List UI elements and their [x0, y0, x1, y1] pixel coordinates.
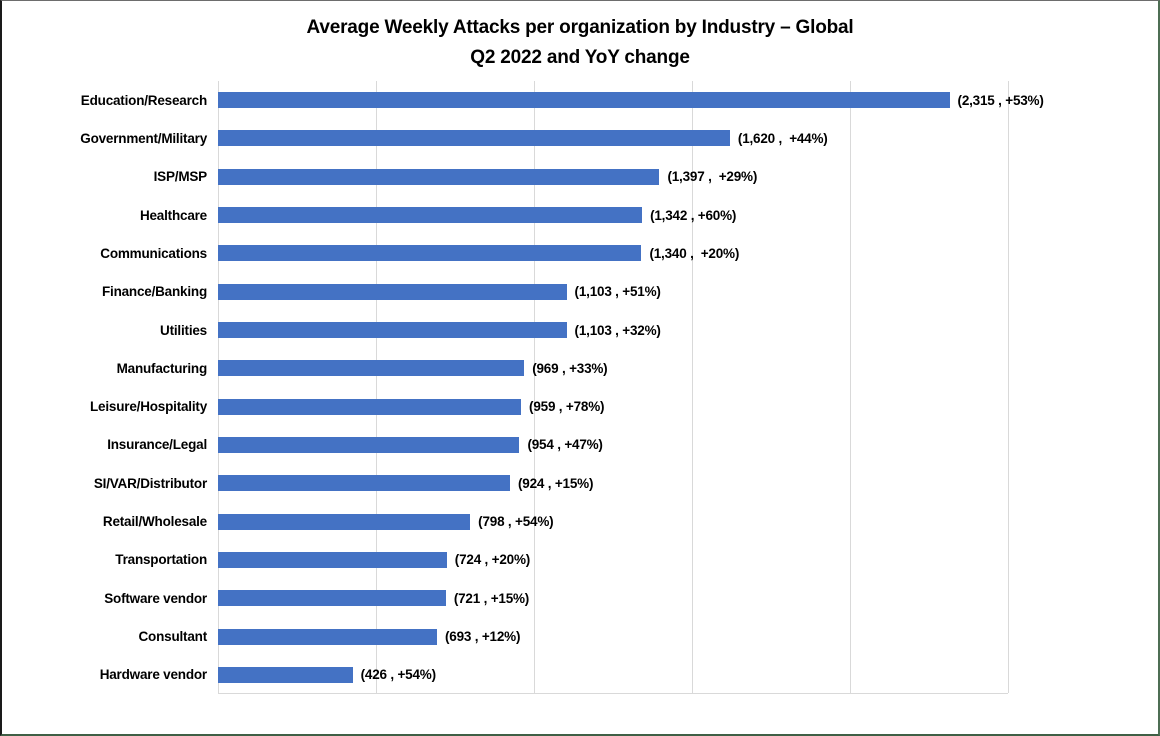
category-label: Manufacturing: [116, 360, 208, 376]
category-label: Insurance/Legal: [107, 437, 207, 453]
bar: [218, 92, 950, 109]
data-label: (798 , +54%): [478, 514, 554, 530]
category-label: Education/Research: [80, 92, 207, 108]
category-label: Communications: [100, 245, 207, 261]
bar: [218, 513, 471, 530]
bar: [218, 551, 447, 568]
data-label: (1,342 , +60%): [650, 207, 737, 223]
bar: [218, 322, 567, 339]
category-label: Hardware vendor: [99, 667, 207, 683]
bar: [218, 168, 660, 185]
data-label: (954 , +47%): [527, 437, 603, 453]
bar: [218, 666, 353, 683]
bar: [218, 283, 567, 300]
chart-title-line2: Q2 2022 and YoY change: [470, 47, 690, 68]
category-label: Leisure/Hospitality: [90, 399, 207, 415]
gridline: [218, 81, 219, 693]
data-label: (724 , +20%): [454, 552, 531, 568]
data-label: (969 , +33%): [532, 360, 608, 376]
data-label: (924 , +15%): [517, 475, 594, 491]
chart-title-line1: Average Weekly Attacks per organization …: [306, 17, 854, 38]
category-label: Software vendor: [104, 590, 207, 606]
bar: [218, 436, 520, 453]
category-label: Finance/Banking: [101, 284, 207, 300]
plot-area: (2,315 , +53%) (1,620 , +44%) (1,397 , +29…: [218, 81, 1044, 694]
gridline: [376, 81, 377, 693]
category-label: Transportation: [115, 552, 207, 568]
data-label: (1,397 , +29%): [667, 169, 758, 185]
category-label: Retail/Wholesale: [102, 514, 207, 530]
data-label: (1,103 , +51%): [574, 284, 661, 300]
bar: [218, 628, 437, 645]
category-label: Utilities: [160, 322, 207, 338]
chart-title: Average Weekly Attacks per organization …: [2, 13, 1158, 73]
category-axis: Education/Research Government/Military ISP…: [2, 81, 207, 694]
bar: [218, 245, 642, 262]
category-label: Healthcare: [139, 207, 207, 223]
bar: [218, 360, 525, 377]
data-label: (1,340 , +20%): [649, 245, 740, 261]
gridline: [692, 81, 693, 693]
category-label: ISP/MSP: [153, 169, 208, 185]
bar: [218, 207, 643, 224]
data-label: (721 , +15%): [453, 590, 530, 606]
gridline: [850, 81, 851, 693]
category-label: Government/Military: [80, 130, 207, 146]
data-label: (2,315 , +53%): [957, 92, 1044, 108]
bar: [218, 590, 446, 607]
category-label: Consultant: [138, 629, 208, 645]
bar: [218, 475, 510, 492]
gridline: [1008, 81, 1009, 693]
data-label: (959 , +78%): [529, 399, 605, 415]
data-label: (693 , +12%): [444, 629, 521, 645]
data-label: (1,620 , +44%): [737, 130, 828, 146]
data-label: (1,103 , +32%): [574, 322, 661, 338]
data-label: (426 , +54%): [360, 667, 436, 683]
bar: [218, 398, 522, 415]
category-label: SI/VAR/Distributor: [93, 475, 207, 491]
gridline: [534, 81, 535, 693]
bar: [218, 130, 730, 147]
